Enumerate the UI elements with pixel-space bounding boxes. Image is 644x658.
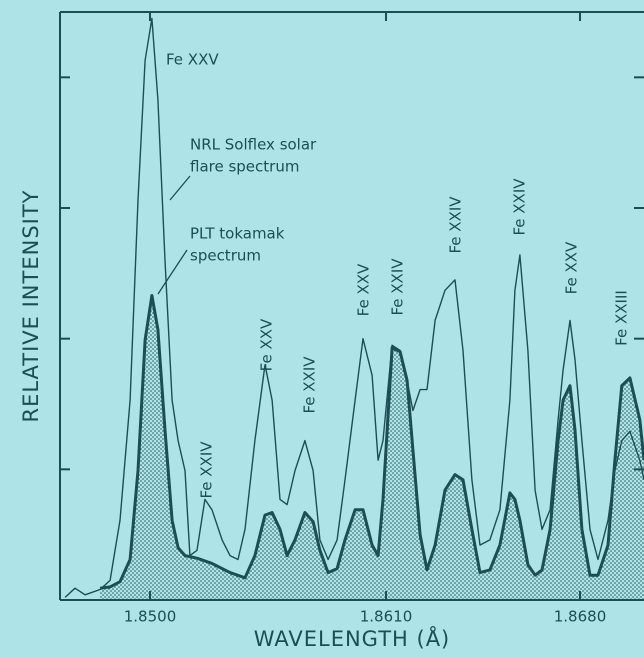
line-annotation: Fe XXIII bbox=[613, 290, 631, 346]
line-annotation: Fe XXV bbox=[166, 51, 219, 69]
series-label: PLT tokamak bbox=[190, 225, 285, 243]
line-annotation: Fe XXIV bbox=[301, 356, 319, 414]
area-fill bbox=[100, 295, 644, 600]
line-annotation: Fe XXV bbox=[355, 263, 373, 316]
x-axis-title: WAVELENGTH (Å) bbox=[254, 625, 451, 651]
line-annotation: Fe XXIV bbox=[511, 178, 529, 236]
y-axis-title: RELATIVE INTENSITY bbox=[19, 190, 43, 423]
line-annotation: Fe XXIV bbox=[389, 258, 407, 316]
x-tick-label: 1.8610 bbox=[360, 608, 413, 626]
line-annotation: Fe XXIV bbox=[447, 196, 465, 254]
series-label: flare spectrum bbox=[190, 158, 299, 176]
series-label: spectrum bbox=[190, 247, 261, 265]
x-tick-label: 1.8680 bbox=[554, 608, 607, 626]
leader-line bbox=[157, 249, 188, 295]
spectrum-line bbox=[64, 17, 644, 598]
line-annotation: Fe XXV bbox=[563, 241, 581, 294]
series-label: NRL Solflex solar bbox=[190, 136, 317, 154]
line-annotation: Fe XXV bbox=[258, 318, 276, 371]
x-tick-label: 1.8500 bbox=[124, 608, 177, 626]
spectrum-line bbox=[99, 294, 644, 590]
leader-line bbox=[169, 175, 191, 201]
line-annotation: Fe XXIV bbox=[198, 441, 216, 499]
